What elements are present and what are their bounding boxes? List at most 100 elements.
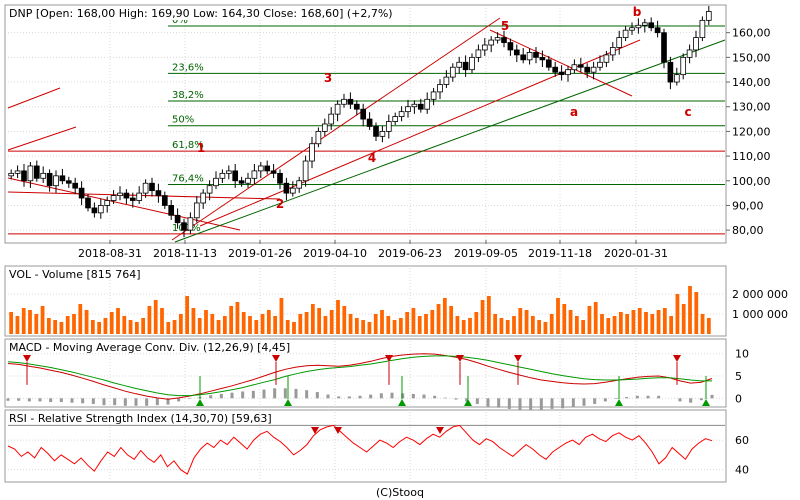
macd-histogram-bar xyxy=(262,389,266,399)
volume-bar xyxy=(197,318,202,334)
candle-body xyxy=(309,143,315,162)
price-ytick-label: 160,00 xyxy=(732,27,771,40)
macd-line xyxy=(7,353,713,400)
price-xtick-label: 2019-11-18 xyxy=(528,247,592,260)
candle-body xyxy=(104,200,111,206)
wave-label: 3 xyxy=(324,71,332,85)
volume-bar xyxy=(166,322,171,334)
price-ytick-label: 150,00 xyxy=(732,51,771,64)
macd-histogram-bar xyxy=(251,390,255,399)
macd-ytick-label: 0 xyxy=(735,392,742,405)
volume-bar xyxy=(430,310,435,334)
candle-body xyxy=(193,202,200,219)
volume-bar xyxy=(537,320,542,334)
volume-bar xyxy=(97,322,102,334)
volume-bar xyxy=(329,310,334,334)
macd-histogram-bar xyxy=(518,398,522,410)
volume-bar xyxy=(216,320,221,334)
volume-ytick-label: 2 000 000 xyxy=(732,288,788,301)
macd-histogram-bar xyxy=(401,393,405,399)
macd-histogram-bar xyxy=(635,395,639,399)
rsi-y-ticks: 60 40 xyxy=(735,434,749,477)
buy-signal-marker xyxy=(196,399,204,406)
candle-body xyxy=(78,187,85,199)
volume-bar xyxy=(235,302,240,334)
volume-bar xyxy=(675,294,680,334)
macd-signals xyxy=(23,355,710,406)
volume-bar xyxy=(688,286,692,334)
volume-bar xyxy=(556,298,560,334)
volume-bar xyxy=(21,308,26,334)
volume-bar xyxy=(34,314,39,334)
rsi-ytick-label: 40 xyxy=(735,464,749,477)
macd-histogram-bar xyxy=(91,398,95,404)
candle-body xyxy=(635,24,642,29)
volume-bar xyxy=(172,320,177,334)
fib-level-label: 61,8% xyxy=(172,140,204,151)
fib-level-label: 23,6% xyxy=(172,62,204,73)
candle-body xyxy=(616,37,623,48)
candle-body xyxy=(149,182,155,192)
sell-signal-marker xyxy=(514,355,522,362)
macd-signal-line xyxy=(7,355,712,397)
price-title-bg xyxy=(7,7,352,20)
volume-bar xyxy=(266,310,271,334)
volume-bar xyxy=(424,314,428,334)
volume-bar xyxy=(530,316,535,334)
macd-histogram-bar xyxy=(657,395,661,399)
candles xyxy=(8,6,712,238)
sell-signal-marker xyxy=(385,355,393,362)
candle-body xyxy=(21,170,27,182)
volume-bar xyxy=(486,296,491,334)
volume-bar xyxy=(669,316,674,334)
candle-body xyxy=(417,103,424,110)
volume-bars xyxy=(9,286,711,334)
macd-histogram-bar xyxy=(102,398,106,406)
volume-bar xyxy=(442,298,447,334)
sell-signal-marker xyxy=(23,355,31,362)
candle-body xyxy=(347,98,354,105)
volume-ytick-label: 1 000 000 xyxy=(732,308,788,321)
volume-bar xyxy=(78,304,83,334)
candle-body xyxy=(398,111,405,117)
macd-histogram-bar xyxy=(49,398,53,403)
volume-bar xyxy=(90,320,95,334)
buy-signal-marker xyxy=(464,399,472,406)
candle-body xyxy=(571,64,578,71)
price-xtick-label: 2018-11-13 xyxy=(153,247,217,260)
volume-bar xyxy=(248,316,252,334)
price-ytick-label: 130,00 xyxy=(732,101,771,114)
candle-body xyxy=(302,160,309,182)
macd-histogram-bar xyxy=(486,398,490,407)
candle-body xyxy=(206,185,213,194)
macd-histogram-bar xyxy=(219,393,223,399)
macd-histogram-bar xyxy=(625,397,629,399)
candle-body xyxy=(680,56,687,76)
macd-histogram-bar xyxy=(187,398,191,399)
candle-body xyxy=(520,54,527,61)
candle-body xyxy=(219,172,226,179)
candle-body xyxy=(469,56,475,71)
macd-histogram-bar xyxy=(283,388,287,399)
candle-body xyxy=(622,29,629,39)
macd-lines xyxy=(7,353,713,400)
wave-label: a xyxy=(570,105,578,119)
candle-body xyxy=(46,172,53,187)
macd-title: MACD - Moving Average Conv. Div. (12,26,… xyxy=(9,341,290,354)
candle-body xyxy=(232,170,239,182)
volume-bar xyxy=(15,316,20,334)
volume-bar xyxy=(436,304,441,334)
candle-body xyxy=(53,175,59,187)
volume-bar xyxy=(694,292,699,334)
volume-y-ticks: 2 000 000 1 000 000 xyxy=(732,288,788,321)
candle-body xyxy=(40,172,47,179)
candle-body xyxy=(385,121,392,132)
macd-histogram-bar xyxy=(561,398,565,409)
macd-histogram-bar xyxy=(379,393,383,399)
macd-histogram-bar xyxy=(123,398,127,406)
volume-bar xyxy=(348,314,353,334)
volume-bar xyxy=(380,310,384,334)
candle-body xyxy=(648,22,655,29)
volume-bar xyxy=(65,316,70,334)
volume-bar xyxy=(84,310,89,334)
